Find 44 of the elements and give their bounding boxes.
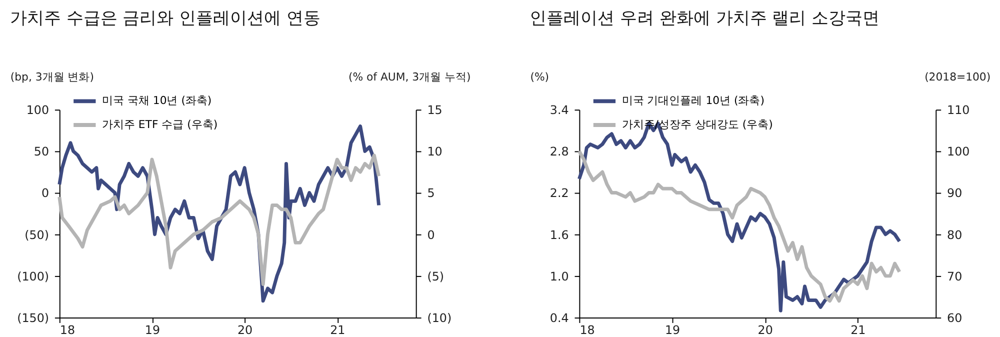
y2-tick-label: 90 (947, 186, 962, 200)
y2-axis-title: (2018=100) (924, 70, 991, 84)
legend-label: 가치주 ETF 수급 (우축) (102, 118, 218, 131)
y-tick-label: 100 (26, 103, 50, 118)
legend-label: 미국 기대인플레 10년 (좌축) (622, 94, 764, 108)
x-tick-label: 20 (758, 322, 773, 337)
y-tick-label: 50 (34, 144, 50, 159)
y-tick-label: 0.4 (550, 310, 569, 325)
x-tick-label: 18 (580, 322, 595, 337)
y2-tick-label: (5) (427, 269, 444, 284)
y-tick-label: (50) (24, 228, 50, 242)
y2-tick-label: (10) (427, 310, 452, 325)
y2-tick-label: 80 (947, 228, 962, 242)
x-tick-label: 19 (144, 322, 160, 337)
y-tick-label: (150) (17, 310, 50, 325)
y2-tick-label: 100 (947, 144, 970, 159)
y2-axis-title: (% of AUM, 3개월 누적) (348, 70, 471, 84)
y-tick-label: 2.8 (550, 144, 569, 159)
y-tick-label: 1.0 (550, 269, 569, 284)
y-tick-label: (100) (17, 269, 50, 284)
x-tick-label: 20 (238, 322, 253, 337)
y2-tick-label: 70 (947, 269, 962, 284)
chart-title: 인플레이션 우려 완화에 가치주 랠리 소강국면 (530, 7, 880, 28)
line-series (58, 154, 381, 286)
y2-tick-label: 110 (947, 103, 970, 118)
y-tick-label: 2.2 (550, 186, 569, 200)
y2-tick-label: 15 (427, 103, 442, 118)
y-tick-label: 0 (41, 186, 50, 200)
legend-label: 미국 국채 10년 (좌축) (102, 94, 212, 108)
y-tick-label: 3.4 (550, 103, 569, 118)
x-tick-label: 21 (330, 322, 346, 337)
y-axis-title: (bp, 3개월 변화) (10, 70, 94, 84)
y2-tick-label: 60 (947, 310, 962, 325)
y-tick-label: 1.6 (550, 228, 569, 242)
x-tick-label: 18 (60, 322, 76, 337)
x-tick-label: 19 (664, 322, 680, 337)
y2-tick-label: 0 (427, 228, 435, 242)
line-series (577, 122, 902, 312)
y-axis-title: (%) (530, 70, 550, 84)
chart-title: 가치주 수급은 금리와 인플레이션에 연동 (10, 7, 320, 28)
y2-tick-label: 10 (427, 144, 442, 159)
line-series (577, 149, 902, 303)
y2-tick-label: 5 (427, 186, 435, 200)
x-tick-label: 21 (850, 322, 866, 337)
